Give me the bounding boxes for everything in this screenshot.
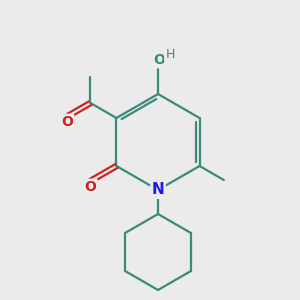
- Text: O: O: [85, 180, 96, 194]
- Text: O: O: [153, 53, 165, 67]
- Text: O: O: [61, 115, 73, 129]
- Text: H: H: [165, 47, 175, 61]
- Text: N: N: [152, 182, 164, 197]
